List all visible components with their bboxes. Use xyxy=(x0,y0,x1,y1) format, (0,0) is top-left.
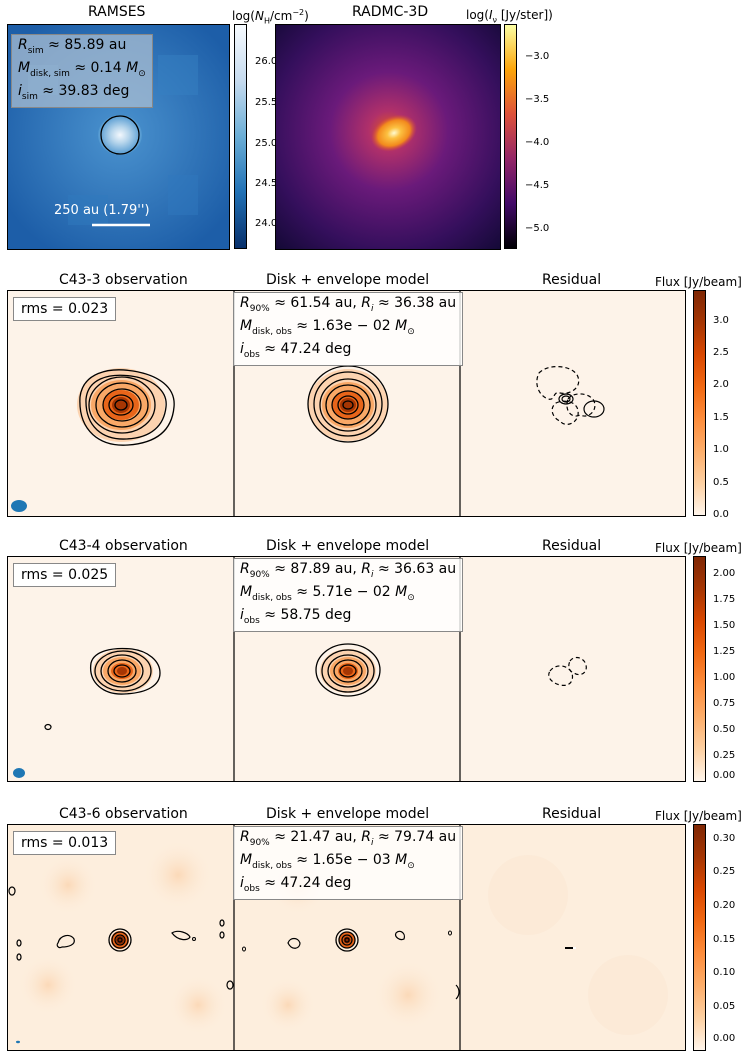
ramses-tick: 24.0 xyxy=(255,218,278,229)
row1-beam xyxy=(11,500,27,512)
row2-beam xyxy=(13,768,25,778)
m-disk-sim-line: Mdisk, sim ≈ 0.14 M⊙ xyxy=(18,59,146,79)
row2-model-source xyxy=(315,643,381,697)
scalebar-label: 250 au (1.79'') xyxy=(54,203,150,218)
radmc-panel xyxy=(275,24,501,250)
row2-obs-title: C43-4 observation xyxy=(59,538,188,554)
row1-cb-tick: 2.5 xyxy=(713,347,729,358)
row3-cb-tick: 0.15 xyxy=(713,934,736,945)
row2-cb-tick: 1.00 xyxy=(713,672,736,683)
radmc-title: RADMC-3D xyxy=(352,4,429,20)
ramses-tick: 24.5 xyxy=(255,178,278,189)
ramses-title: RAMSES xyxy=(88,4,146,20)
row3-colorbar xyxy=(693,824,706,1051)
row2-obs-source xyxy=(13,647,161,778)
row3-beam xyxy=(16,1040,20,1044)
ramses-colorbar-label: log(NH/cm−2) xyxy=(232,8,309,26)
row2-rms-box: rms = 0.025 xyxy=(13,563,117,587)
row1-cb-tick: 0.5 xyxy=(713,477,729,488)
row3-cb-tick: 0.20 xyxy=(713,900,736,911)
row3-resid-title: Residual xyxy=(542,806,602,822)
row1-cb-tick: 2.0 xyxy=(713,379,729,390)
ramses-colorbar xyxy=(234,24,247,249)
row2-model-title: Disk + envelope model xyxy=(266,538,430,554)
radmc-colorbar-label: log(Iν [Jy/ster]) xyxy=(466,8,553,25)
row2-cb-tick: 2.00 xyxy=(713,568,736,579)
row2-cb-tick: 1.25 xyxy=(713,646,736,657)
ramses-tick: 26.0 xyxy=(255,56,278,67)
radmc-colorbar xyxy=(504,24,517,249)
row3-rms-box: rms = 0.013 xyxy=(13,831,117,855)
row1-residual-contours xyxy=(536,366,605,425)
row1-obs-source xyxy=(11,368,175,512)
ramses-tick: 25.5 xyxy=(255,97,278,108)
row1-obs-title: C43-3 observation xyxy=(59,272,188,288)
row2-cb-tick: 0.75 xyxy=(713,698,736,709)
row2-cb-tick: 0.00 xyxy=(713,770,736,781)
row1-cb-tick: 3.0 xyxy=(713,315,729,326)
i-sim-line: isim ≈ 39.83 deg xyxy=(18,82,130,102)
row3-residual-feature xyxy=(565,947,576,949)
row3-cb-tick: 0.25 xyxy=(713,866,736,877)
radmc-tick: −5.0 xyxy=(525,223,550,234)
row2-colorbar-title: Flux [Jy/beam] xyxy=(655,541,742,555)
row3-cb-tick: 0.05 xyxy=(713,1001,736,1012)
row3-model-info: R90% ≈ 21.47 au, Ri ≈ 79.74 au Mdisk, ob… xyxy=(233,826,464,901)
ramses-info-box: Rsim ≈ 85.89 au Mdisk, sim ≈ 0.14 M⊙ isi… xyxy=(11,34,153,109)
row2-colorbar xyxy=(693,556,706,782)
radmc-tick: −3.5 xyxy=(525,94,550,105)
row3-cb-tick: 0.30 xyxy=(713,833,736,844)
row3-model-source xyxy=(242,928,460,1000)
radmc-tick: −4.0 xyxy=(525,137,550,148)
row1-colorbar xyxy=(693,290,706,516)
ramses-tick: 25.0 xyxy=(255,138,278,149)
row1-model-source xyxy=(307,365,389,443)
radmc-tick: −3.0 xyxy=(525,51,550,62)
row3-cb-tick: 0.10 xyxy=(713,967,736,978)
row3-obs-title: C43-6 observation xyxy=(59,806,188,822)
row1-rms-box: rms = 0.023 xyxy=(13,297,117,321)
row3-colorbar-title: Flux [Jy/beam] xyxy=(655,809,742,823)
row2-cb-tick: 0.50 xyxy=(713,724,736,735)
row2-model-info: R90% ≈ 87.89 au, Ri ≈ 36.63 au Mdisk, ob… xyxy=(233,558,464,633)
radmc-tick: −4.5 xyxy=(525,180,550,191)
row1-model-info: R90% ≈ 61.54 au, Ri ≈ 36.38 au Mdisk, ob… xyxy=(233,292,464,367)
row1-colorbar-title: Flux [Jy/beam] xyxy=(655,275,742,289)
radmc-image xyxy=(276,25,500,249)
row1-resid-title: Residual xyxy=(542,272,602,288)
row1-model-title: Disk + envelope model xyxy=(266,272,430,288)
row2-residual-contours xyxy=(548,656,587,686)
row1-cb-tick: 1.0 xyxy=(713,444,729,455)
ramses-disk-circle xyxy=(100,115,140,155)
row2-cb-tick: 0.25 xyxy=(713,750,736,761)
row3-model-title: Disk + envelope model xyxy=(266,806,430,822)
row1-cb-tick: 0.0 xyxy=(713,509,729,520)
row2-cb-tick: 1.50 xyxy=(713,620,736,631)
r-sim-line: Rsim ≈ 85.89 au xyxy=(18,37,127,56)
row3-cb-tick: 0.00 xyxy=(713,1033,736,1044)
row1-cb-tick: 1.5 xyxy=(713,412,729,423)
row3-obs-source xyxy=(8,886,234,1044)
row2-resid-title: Residual xyxy=(542,538,602,554)
row2-cb-tick: 1.75 xyxy=(713,594,736,605)
